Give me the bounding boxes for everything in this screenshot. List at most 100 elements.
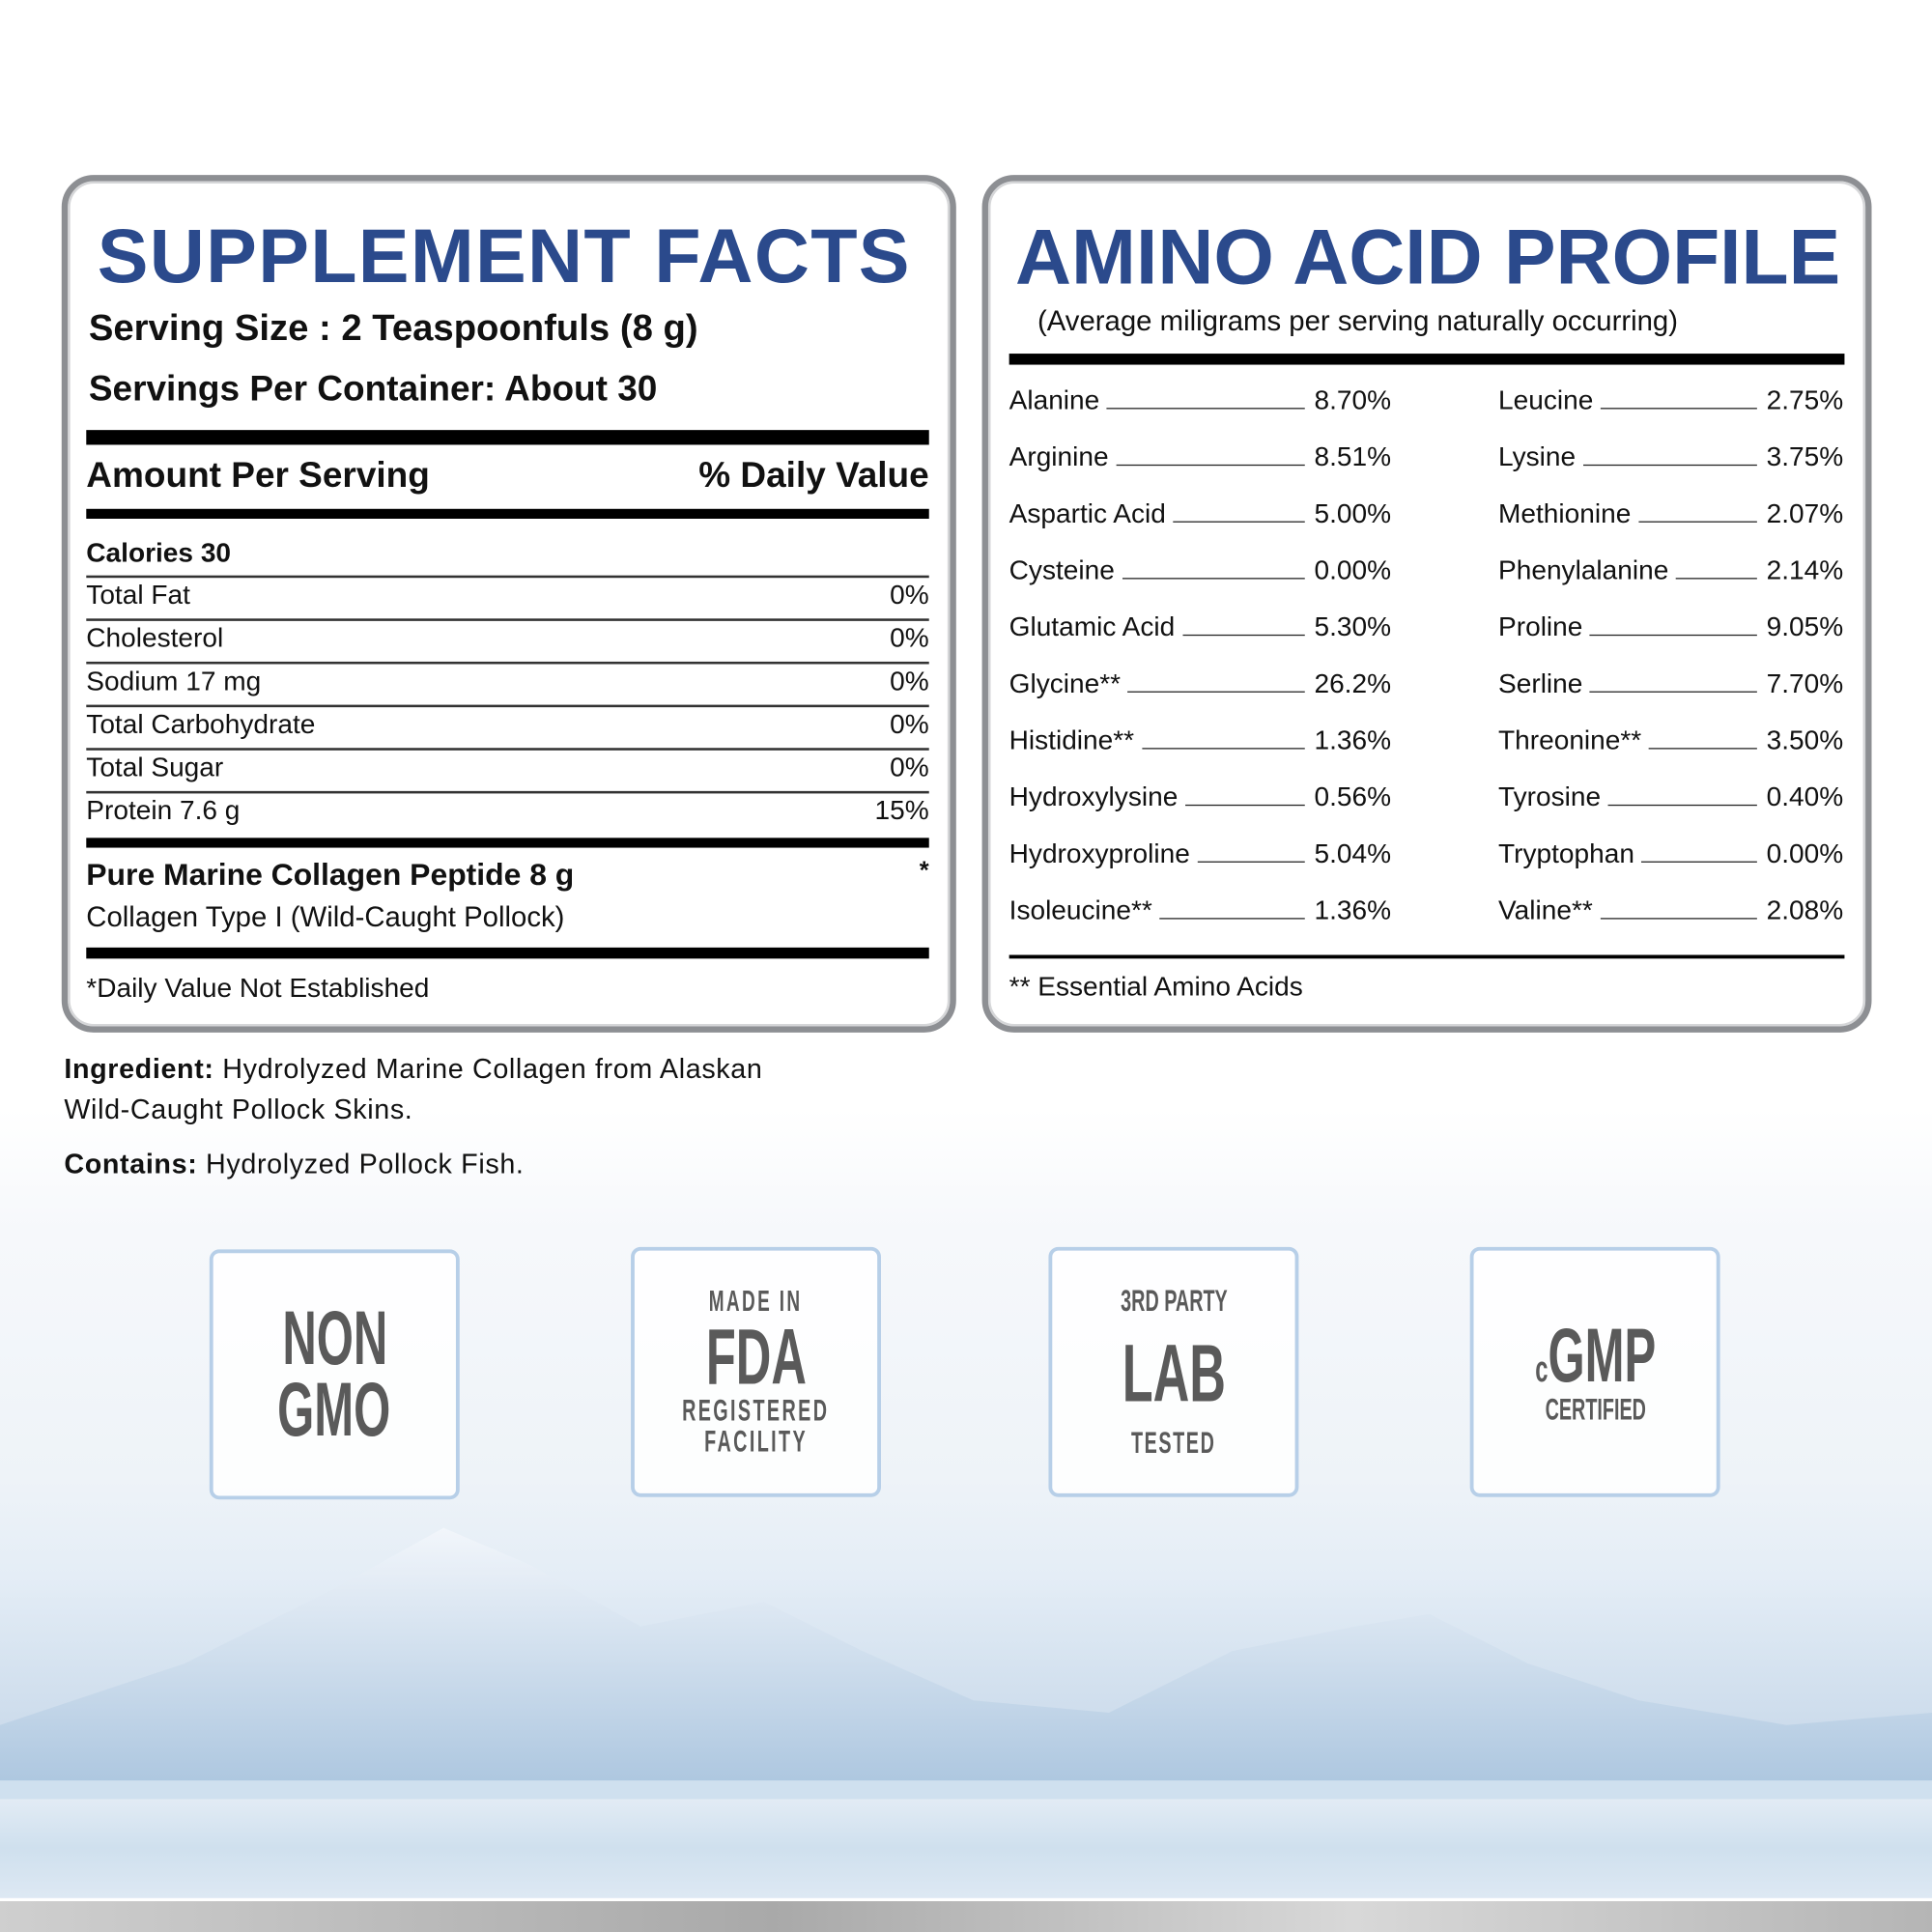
- nutrient-dv: 0%: [890, 579, 929, 611]
- table-row: Total Sugar 0%: [86, 752, 928, 783]
- amount-header: Amount Per Serving: [86, 455, 430, 496]
- collagen-name: Pure Marine Collagen Peptide 8 g: [86, 857, 575, 893]
- leader-line: [1173, 521, 1305, 523]
- amino-value: 0.40%: [1766, 781, 1844, 812]
- amino-row: Arginine 8.51%: [1009, 441, 1391, 473]
- collagen-dv: *: [919, 857, 929, 885]
- essential-footnote: ** Essential Amino Acids: [1009, 971, 1303, 1002]
- leader-line: [1590, 634, 1757, 637]
- lab-main: LAB: [1122, 1326, 1226, 1418]
- row-divider: [86, 704, 929, 707]
- amino-name: Tyrosine: [1498, 781, 1602, 812]
- table-row: Protein 7.6 g 15%: [86, 795, 928, 827]
- fda-badge: MADE IN FDA REGISTERED FACILITY: [631, 1246, 881, 1497]
- row-divider: [86, 748, 929, 751]
- nutrient-name: Protein 7.6 g: [86, 794, 241, 826]
- amino-row: Tryptophan 0.00%: [1498, 838, 1843, 869]
- nutrient-name: Total Fat: [86, 579, 190, 611]
- divider: [86, 947, 929, 959]
- divider: [86, 508, 929, 519]
- amino-name: Aspartic Acid: [1009, 497, 1166, 529]
- amino-name: Hydroxylysine: [1009, 781, 1179, 812]
- nutrient-dv: 0%: [890, 708, 929, 740]
- amino-value: 26.2%: [1314, 668, 1392, 699]
- amino-name: Valine**: [1498, 895, 1593, 925]
- amino-value: 5.00%: [1314, 497, 1392, 529]
- divider: [86, 430, 929, 445]
- amino-row: Glutamic Acid 5.30%: [1009, 611, 1391, 643]
- amino-value: 3.75%: [1766, 440, 1844, 472]
- row-divider: [86, 618, 929, 621]
- non-gmo-badge: NON GMO: [209, 1249, 460, 1500]
- amino-name: Threonine**: [1498, 724, 1642, 755]
- contains-line: Contains: Hydrolyzed Pollock Fish.: [64, 1149, 524, 1180]
- amino-acid-title: AMINO ACID PROFILE: [1015, 213, 1841, 301]
- amino-row: Lysine 3.75%: [1498, 441, 1843, 473]
- amino-name: Glutamic Acid: [1009, 611, 1176, 642]
- non-gmo-line1: NON: [281, 1295, 387, 1381]
- leader-line: [1600, 918, 1757, 920]
- non-gmo-line2: GMO: [277, 1367, 391, 1453]
- leader-line: [1141, 748, 1305, 750]
- amino-name: Alanine: [1009, 384, 1100, 415]
- daily-value-footnote: *Daily Value Not Established: [86, 972, 430, 1004]
- ingredient-line-2: Wild-Caught Pollock Skins.: [64, 1094, 413, 1125]
- amino-value: 8.70%: [1314, 384, 1392, 415]
- amino-value: 0.00%: [1314, 554, 1392, 585]
- cgmp-prefix: c: [1534, 1349, 1548, 1390]
- amino-value: 7.70%: [1766, 668, 1844, 699]
- amino-value: 5.30%: [1314, 611, 1392, 642]
- amino-row: Hydroxylysine 0.56%: [1009, 781, 1391, 813]
- amino-row: Hydroxyproline 5.04%: [1009, 838, 1391, 869]
- amino-value: 8.51%: [1314, 440, 1392, 472]
- cgmp-main: GMP: [1547, 1313, 1656, 1399]
- leader-line: [1582, 464, 1757, 467]
- lab-tested-badge: 3RD PARTY LAB TESTED: [1048, 1246, 1299, 1497]
- supplement-facts-panel: [61, 175, 956, 1033]
- row-divider: [86, 790, 929, 793]
- ingredient-label: Ingredient:: [64, 1053, 214, 1085]
- row-divider: [86, 661, 929, 664]
- amino-value: 9.05%: [1766, 611, 1844, 642]
- nutrient-dv: 0%: [890, 665, 929, 696]
- serving-size: Serving Size : 2 Teaspoonfuls (8 g): [88, 307, 698, 349]
- ingredient-line-1: Ingredient: Hydrolyzed Marine Collagen f…: [64, 1054, 762, 1086]
- leader-line: [1600, 408, 1757, 410]
- amino-name: Proline: [1498, 611, 1583, 642]
- nutrient-name: Total Carbohydrate: [86, 708, 316, 740]
- leader-line: [1648, 748, 1757, 750]
- amino-row: Tyrosine 0.40%: [1498, 781, 1843, 813]
- amino-name: Serline: [1498, 668, 1583, 699]
- amino-name: Histidine**: [1009, 724, 1135, 755]
- divider: [1009, 954, 1845, 959]
- leader-line: [1159, 918, 1305, 920]
- cgmp-badge: cGMP CERTIFIED: [1469, 1246, 1720, 1497]
- leader-line: [1106, 408, 1305, 410]
- amino-row: Alanine 8.70%: [1009, 384, 1391, 416]
- mountain-background-image: [0, 1527, 1932, 1800]
- bottom-strip: [0, 1901, 1932, 1932]
- amino-name: Cysteine: [1009, 554, 1115, 585]
- amino-subtitle: (Average miligrams per serving naturally…: [1037, 304, 1679, 337]
- amino-row: Serline 7.70%: [1498, 668, 1843, 699]
- amino-name: Isoleucine**: [1009, 895, 1152, 925]
- amino-value: 5.04%: [1314, 838, 1392, 869]
- table-row: Cholesterol 0%: [86, 622, 928, 654]
- lab-bottom: TESTED: [1131, 1425, 1216, 1460]
- amino-row: Proline 9.05%: [1498, 611, 1843, 643]
- amino-value: 0.56%: [1314, 781, 1392, 812]
- leader-line: [1637, 521, 1757, 523]
- amino-row: Cysteine 0.00%: [1009, 554, 1391, 586]
- amino-row: Aspartic Acid 5.00%: [1009, 497, 1391, 529]
- amino-row: Histidine** 1.36%: [1009, 724, 1391, 756]
- amino-row: Glycine** 26.2%: [1009, 668, 1391, 699]
- amino-value: 0.00%: [1766, 838, 1844, 869]
- amino-row: Isoleucine** 1.36%: [1009, 895, 1391, 926]
- amino-row: Threonine** 3.50%: [1498, 724, 1843, 756]
- amino-value: 1.36%: [1314, 724, 1392, 755]
- divider: [86, 838, 929, 848]
- amino-row: Methionine 2.07%: [1498, 497, 1843, 529]
- leader-line: [1127, 691, 1305, 693]
- supplement-facts-title: SUPPLEMENT FACTS: [97, 213, 911, 299]
- table-header: Amount Per Serving % Daily Value: [86, 456, 928, 497]
